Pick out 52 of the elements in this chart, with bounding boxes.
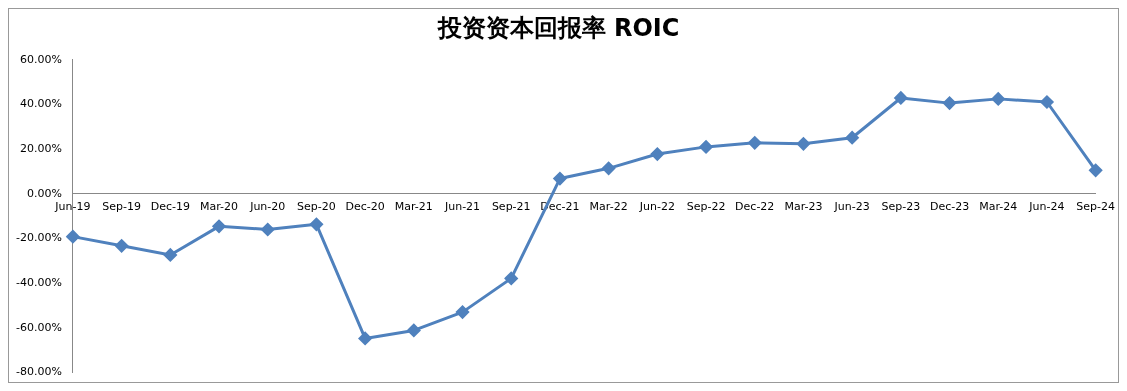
point <box>602 161 616 175</box>
x-tick-label: Jun-20 <box>249 200 286 214</box>
x-tick-label: Mar-22 <box>589 200 628 214</box>
y-tick-label: 40.00% <box>19 97 62 111</box>
point <box>212 219 226 233</box>
point <box>1089 163 1103 177</box>
y-tick-label: 20.00% <box>19 141 62 155</box>
x-tick-label: Jun-19 <box>54 200 91 214</box>
point <box>894 91 908 105</box>
point <box>991 92 1005 106</box>
point <box>261 223 275 236</box>
y-tick-label: -60.00% <box>15 320 62 334</box>
x-tick-label: Mar-21 <box>394 200 433 214</box>
point <box>650 147 664 161</box>
x-tick-label: Jun-22 <box>638 200 675 214</box>
x-tick-label: Dec-19 <box>150 200 190 214</box>
y-tick-label: -40.00% <box>15 275 62 289</box>
point <box>115 239 129 253</box>
x-tick-label: Jun-24 <box>1028 200 1065 214</box>
chart-title: 投资资本回报率 ROIC <box>436 13 680 42</box>
point <box>553 172 567 186</box>
x-tick-label: Jun-21 <box>443 200 481 214</box>
x-tick-label: Dec-23 <box>929 200 970 214</box>
x-tick-label: Mar-20 <box>200 200 239 214</box>
point <box>699 140 713 154</box>
x-tick-label: Sep-21 <box>491 200 531 214</box>
point <box>163 248 177 262</box>
x-tick-label: Dec-22 <box>735 200 775 214</box>
x-tick-label: Mar-24 <box>979 200 1018 214</box>
x-tick-label: Sep-22 <box>686 200 726 214</box>
point <box>1040 95 1054 109</box>
point <box>309 217 323 231</box>
x-tick-label: Dec-20 <box>345 200 385 214</box>
x-tick-label: Sep-20 <box>297 200 336 214</box>
point <box>66 230 80 244</box>
y-tick-label: 0.00% <box>26 186 62 200</box>
x-tick-label: Mar-23 <box>784 200 823 214</box>
y-tick-label: -20.00% <box>15 231 62 245</box>
point <box>796 137 810 151</box>
y-tick-label: 60.00% <box>19 52 62 66</box>
point <box>358 331 372 345</box>
x-tick-label: Sep-19 <box>102 200 141 214</box>
point <box>943 96 957 110</box>
x-tick-label: Sep-24 <box>1076 200 1115 214</box>
point <box>456 305 470 319</box>
point <box>504 271 518 285</box>
y-tick-label: -80.00% <box>15 365 62 379</box>
x-tick-label: Jun-23 <box>833 200 870 214</box>
point <box>748 136 762 150</box>
point <box>845 131 859 145</box>
point <box>407 323 421 337</box>
x-tick-label: Sep-23 <box>881 200 921 214</box>
